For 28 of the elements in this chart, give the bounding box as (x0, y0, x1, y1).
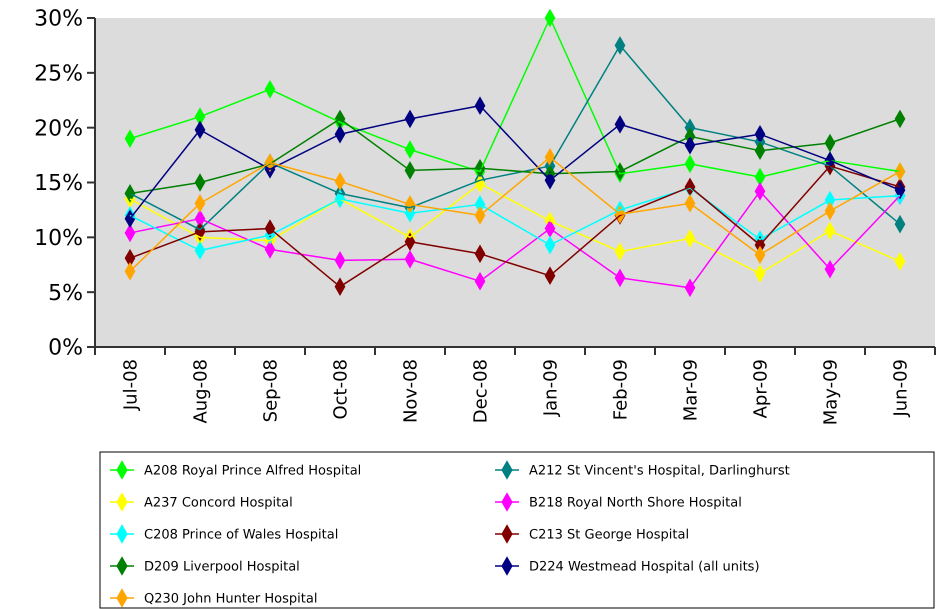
legend-label: B218 Royal North Shore Hospital (529, 496, 742, 511)
x-tick-label: Nov-08 (400, 359, 422, 424)
legend-label: A237 Concord Hospital (144, 496, 293, 511)
x-tick-label: Aug-08 (190, 359, 212, 424)
y-tick-label: 20% (34, 116, 83, 142)
legend-label: D224 Westmead Hospital (all units) (529, 560, 760, 575)
x-tick-label: Oct-08 (330, 359, 352, 420)
x-tick-label: Feb-09 (610, 359, 632, 420)
y-tick-label: 10% (34, 226, 83, 252)
legend-label: Q230 John Hunter Hospital (144, 592, 318, 607)
x-tick-label: Jan-09 (540, 359, 562, 418)
x-tick-label: Sep-08 (260, 359, 282, 422)
legend-label: A208 Royal Prince Alfred Hospital (144, 464, 362, 479)
legend-label: C208 Prince of Wales Hospital (144, 528, 338, 543)
legend-label: D209 Liverpool Hospital (144, 560, 300, 575)
x-tick-label: May-09 (820, 359, 842, 426)
x-tick-label: Mar-09 (680, 359, 702, 422)
y-tick-label: 0% (48, 336, 83, 361)
y-tick-label: 25% (34, 62, 83, 87)
legend-label: C213 St George Hospital (529, 528, 690, 543)
y-tick-label: 30% (34, 6, 83, 32)
x-tick-label: Jun-09 (890, 359, 912, 418)
y-tick-label: 15% (34, 171, 83, 196)
x-tick-label: Dec-08 (470, 359, 492, 424)
legend-label: A212 St Vincent's Hospital, Darlinghurst (529, 464, 790, 479)
y-tick-label: 5% (48, 280, 83, 306)
x-tick-label: Jul-08 (120, 359, 142, 412)
x-tick-label: Apr-09 (750, 359, 772, 418)
